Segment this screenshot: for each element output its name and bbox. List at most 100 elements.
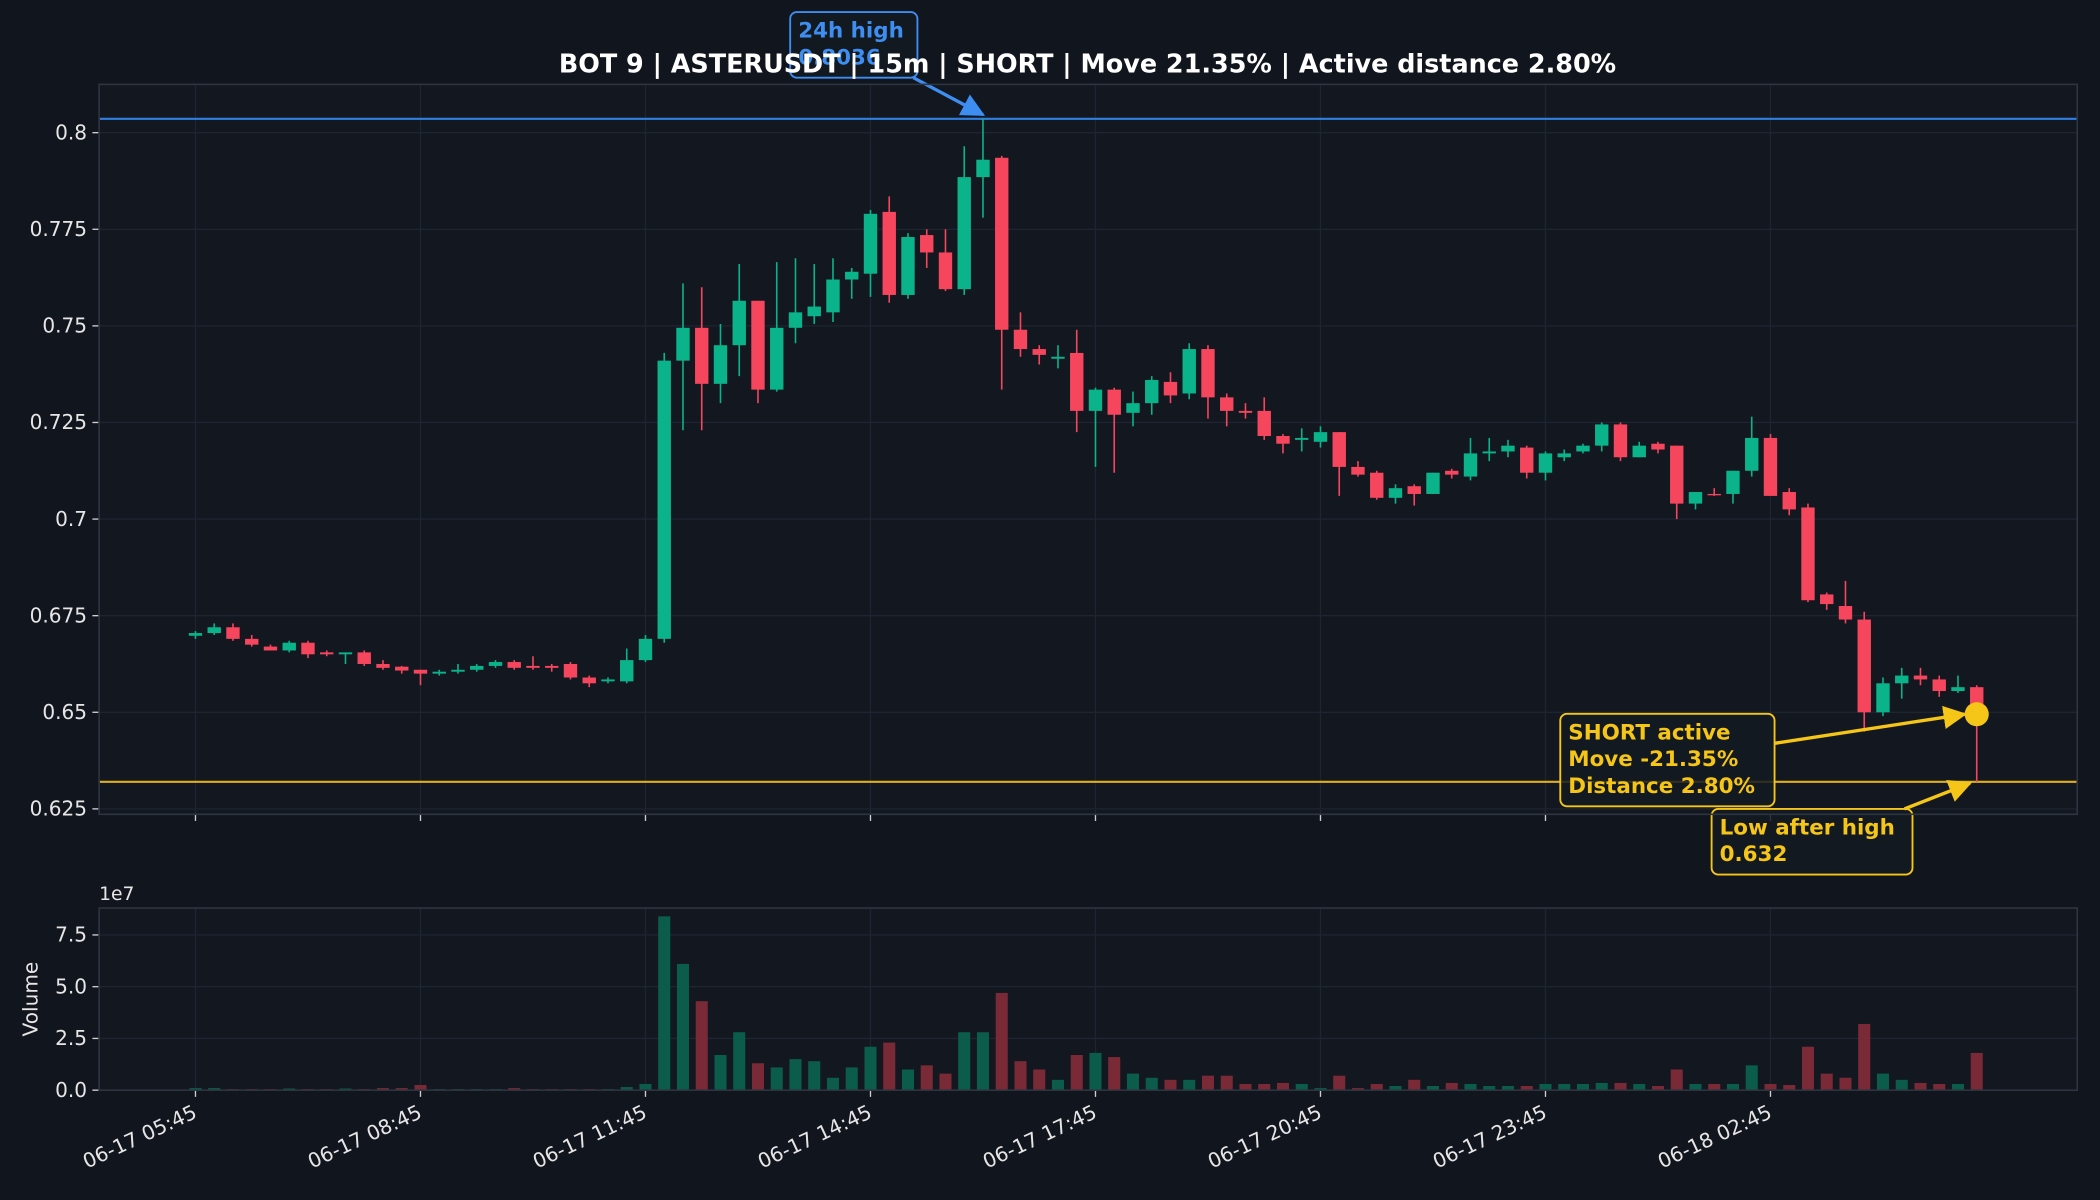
y-tick-label: 0.775 [30, 217, 87, 241]
annotation-arrow [1903, 779, 1973, 811]
volume-bar [395, 1088, 408, 1091]
candle-body [1051, 356, 1065, 359]
volume-bar [1951, 1083, 1965, 1091]
candle-body [1482, 451, 1496, 454]
candle-body [826, 279, 840, 313]
annotation-box [789, 11, 919, 79]
candle-body [1782, 492, 1796, 510]
candle-body [413, 669, 428, 674]
current-price-marker [1964, 702, 1989, 727]
volume-bar [1051, 1079, 1065, 1091]
volume-bar [1914, 1082, 1927, 1091]
volume-bar [339, 1088, 352, 1091]
annotation-text: 0.8036 [798, 45, 881, 70]
volume-bar [189, 1088, 202, 1091]
candle-body [1670, 445, 1684, 504]
volume-bar [1145, 1077, 1158, 1091]
volume-bar [1426, 1086, 1440, 1091]
candle-body [1351, 466, 1365, 475]
candle-body [1182, 349, 1196, 394]
volume-bar [1801, 1046, 1815, 1091]
candle-body [1201, 349, 1215, 398]
candle-body [713, 345, 728, 384]
candle-body [1445, 470, 1459, 475]
volume-bar [1876, 1073, 1890, 1091]
annotation-box [1710, 807, 1914, 876]
candle-body [1538, 453, 1553, 473]
candle-body [1388, 488, 1403, 498]
volume-bar [920, 1065, 933, 1091]
candle-body [1426, 472, 1440, 494]
candle-body [226, 627, 240, 639]
candle-body [638, 638, 653, 661]
price-panel [99, 84, 2078, 815]
candle-body [563, 663, 578, 678]
volume-bar [620, 1087, 633, 1091]
candle-body [1370, 472, 1384, 498]
volume-bar [1633, 1083, 1646, 1091]
volume-bar [1183, 1079, 1196, 1091]
candle-body [320, 652, 334, 655]
volume-bar [1445, 1082, 1458, 1091]
candle-body [751, 300, 765, 390]
y-axis-label: Volume [19, 962, 43, 1037]
candle-body [620, 660, 634, 682]
volume-bar [208, 1088, 221, 1091]
candle-body [807, 306, 821, 317]
volume-bar [1314, 1088, 1327, 1091]
volume-bar [1276, 1082, 1290, 1091]
candle-body [470, 665, 484, 670]
candle-body [1032, 349, 1046, 355]
volume-bar [789, 1059, 802, 1091]
candle-body [1088, 389, 1103, 411]
volume-bar [1520, 1086, 1533, 1091]
volume-bar [658, 916, 671, 1091]
volume-bar [733, 1032, 746, 1091]
volume-bar [939, 1073, 952, 1091]
candle-body [451, 669, 465, 672]
volume-bar [1614, 1082, 1627, 1091]
candle-body [1107, 389, 1121, 415]
candle-body [1932, 679, 1946, 692]
candle-body [263, 646, 278, 651]
panel-frame [98, 907, 2079, 1091]
candle-body [582, 677, 596, 684]
candle-body [526, 665, 540, 668]
candle-body [1520, 447, 1534, 473]
candle-body [1801, 507, 1815, 601]
y-tick-label: 0.725 [30, 410, 87, 434]
volume-bar [1089, 1052, 1102, 1091]
volume-bar [770, 1067, 783, 1091]
candle-body [695, 327, 709, 384]
candle-body [507, 662, 521, 668]
volume-bar [1126, 1073, 1140, 1091]
candle-body [282, 642, 296, 651]
volume-bar [1501, 1086, 1515, 1091]
volume-bar [864, 1046, 877, 1091]
y-tick-label: 0.675 [30, 603, 87, 627]
candle-body [1857, 619, 1871, 713]
candle-body [1838, 606, 1853, 620]
annotation-arrow [1774, 705, 1967, 745]
candle-body [188, 633, 203, 636]
candle-body [1257, 410, 1271, 436]
volume-bar [376, 1088, 390, 1091]
volume-bar [1164, 1079, 1177, 1091]
candle-body [845, 271, 859, 280]
candle-body [732, 300, 746, 346]
volume-bar [1483, 1086, 1496, 1091]
candle-body [245, 638, 259, 645]
volume-bar [676, 963, 690, 1091]
y-tick-label: 7.5 [55, 923, 87, 947]
volume-bar [1858, 1023, 1871, 1091]
candle-body [1951, 687, 1965, 692]
candle-body [1407, 486, 1421, 494]
volume-bar [1783, 1085, 1796, 1091]
volume-bar [1933, 1083, 1946, 1091]
volume-bar [283, 1088, 296, 1091]
volume-bar [1558, 1083, 1571, 1091]
volume-bar [1726, 1083, 1740, 1091]
volume-bar [845, 1067, 858, 1091]
volume-bar [751, 1063, 765, 1091]
